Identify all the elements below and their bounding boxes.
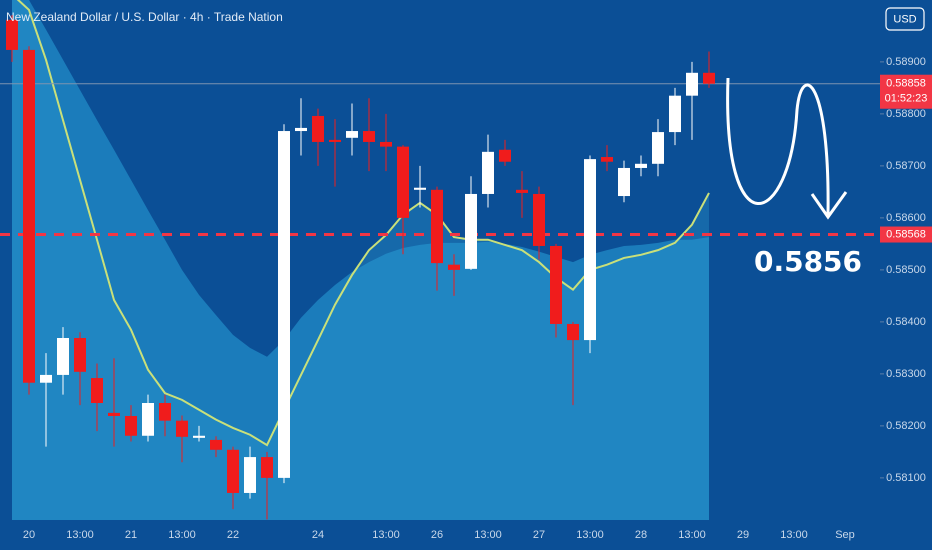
candle-body bbox=[142, 403, 154, 436]
candle-body bbox=[618, 167, 630, 197]
x-tick-label: 24 bbox=[312, 529, 324, 541]
candle-body bbox=[40, 374, 52, 383]
y-tick-label: 0.58700 bbox=[886, 160, 926, 172]
candle-body bbox=[261, 457, 273, 478]
candle-body bbox=[74, 338, 86, 372]
candle-body bbox=[380, 141, 392, 147]
candle-body bbox=[482, 151, 494, 194]
x-tick-label: 20 bbox=[23, 529, 35, 541]
candle-body bbox=[448, 264, 460, 270]
currency-label[interactable]: USD bbox=[893, 13, 916, 25]
x-tick-label: 13:00 bbox=[780, 529, 808, 541]
y-tick-label: 0.58800 bbox=[886, 108, 926, 120]
candle-body bbox=[159, 403, 171, 421]
candle-body bbox=[414, 187, 426, 190]
candle-body bbox=[686, 72, 698, 96]
candle-body bbox=[312, 115, 324, 142]
candle-body bbox=[108, 412, 120, 416]
candle-body bbox=[57, 338, 69, 375]
candle-body bbox=[23, 49, 35, 383]
candle-body bbox=[346, 131, 358, 138]
band-area bbox=[12, 0, 709, 520]
candle-body bbox=[91, 378, 103, 403]
y-tick-label: 0.58900 bbox=[886, 56, 926, 68]
x-tick-label: 28 bbox=[635, 529, 647, 541]
x-tick-label: 13:00 bbox=[474, 529, 502, 541]
currency-button[interactable] bbox=[885, 7, 925, 31]
x-tick-label: 13:00 bbox=[372, 529, 400, 541]
last-price-tag bbox=[880, 74, 932, 109]
x-tick-label: 13:00 bbox=[168, 529, 196, 541]
candle-body bbox=[516, 189, 528, 193]
y-tick-label: 0.58500 bbox=[886, 264, 926, 276]
x-tick-label: 13:00 bbox=[678, 529, 706, 541]
y-tick-label: 0.58100 bbox=[886, 472, 926, 484]
x-tick-label: 13:00 bbox=[576, 529, 604, 541]
candle-body bbox=[669, 95, 681, 133]
candle-body bbox=[499, 149, 511, 162]
x-tick-label: 29 bbox=[737, 529, 749, 541]
candle-body bbox=[635, 163, 647, 168]
candle-body bbox=[125, 416, 137, 436]
x-tick-label: 21 bbox=[125, 529, 137, 541]
candle-body bbox=[176, 420, 188, 437]
candle-body bbox=[363, 131, 375, 142]
plot-area bbox=[0, 0, 880, 520]
candle-body bbox=[227, 449, 239, 493]
candle-body bbox=[601, 157, 613, 162]
candle-body bbox=[193, 435, 205, 438]
candle-body bbox=[465, 193, 477, 269]
level-tag bbox=[880, 226, 932, 243]
y-tick-label: 0.58600 bbox=[886, 212, 926, 224]
x-tick-label: 22 bbox=[227, 529, 239, 541]
x-tick-label: 27 bbox=[533, 529, 545, 541]
candle-body bbox=[329, 139, 341, 142]
candle-body bbox=[703, 72, 715, 84]
candle-body bbox=[397, 146, 409, 218]
countdown-label: 01:52:23 bbox=[885, 93, 928, 105]
candle-body bbox=[567, 323, 579, 341]
candle-body bbox=[550, 245, 562, 324]
time-axis bbox=[0, 520, 880, 550]
candle-body bbox=[278, 131, 290, 478]
candle-body bbox=[295, 127, 307, 132]
candle-body bbox=[584, 159, 596, 341]
candle-body bbox=[533, 193, 545, 246]
ma-area bbox=[12, 0, 709, 520]
x-tick-label: Sep bbox=[835, 529, 855, 541]
x-tick-label: 26 bbox=[431, 529, 443, 541]
y-tick-label: 0.58200 bbox=[886, 420, 926, 432]
y-tick-label: 0.58400 bbox=[886, 316, 926, 328]
arrow-head bbox=[810, 191, 848, 220]
y-tick-label: 0.58300 bbox=[886, 368, 926, 380]
candle-body bbox=[210, 439, 222, 450]
candle-body bbox=[6, 19, 18, 50]
annotation: 0.5856 bbox=[754, 245, 862, 278]
level-label: 0.58568 bbox=[886, 228, 926, 240]
x-tick-label: 13:00 bbox=[66, 529, 94, 541]
forecast-arrow bbox=[726, 77, 830, 216]
candle-body bbox=[652, 132, 664, 164]
candle-body bbox=[244, 457, 256, 493]
chart-title: New Zealand Dollar / U.S. Dollar · 4h · … bbox=[6, 10, 283, 24]
candle-body bbox=[431, 189, 443, 264]
last-price-label: 0.58858 bbox=[886, 78, 926, 90]
